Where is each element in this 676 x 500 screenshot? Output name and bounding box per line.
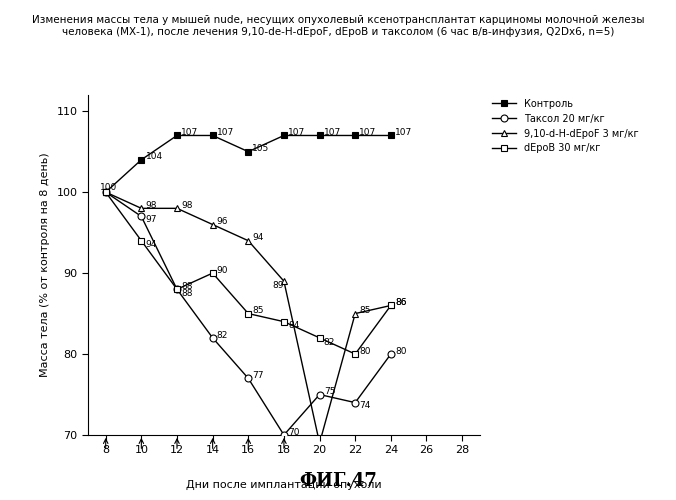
Text: 107: 107 xyxy=(324,128,341,137)
Text: 88: 88 xyxy=(181,282,193,291)
Таксол 20 мг/кг xyxy=(351,400,359,406)
Контроль xyxy=(173,132,181,138)
Text: 90: 90 xyxy=(217,266,228,275)
Text: 70: 70 xyxy=(288,428,299,436)
Text: 98: 98 xyxy=(181,201,193,210)
Таксол 20 мг/кг xyxy=(209,335,217,341)
dEpoB 30 мг/кг xyxy=(137,238,145,244)
Контроль xyxy=(137,157,145,163)
9,10-d-H-dEpoF 3 мг/кг xyxy=(101,189,110,195)
9,10-d-H-dEpoF 3 мг/кг xyxy=(351,310,359,316)
dEpoB 30 мг/кг xyxy=(280,318,288,324)
Line: dEpoB 30 мг/кг: dEpoB 30 мг/кг xyxy=(102,188,394,358)
9,10-d-H-dEpoF 3 мг/кг xyxy=(209,222,217,228)
9,10-d-H-dEpoF 3 мг/кг xyxy=(173,206,181,212)
Контроль xyxy=(209,132,217,138)
Text: 107: 107 xyxy=(288,128,306,137)
Text: 86: 86 xyxy=(395,298,406,307)
Text: 82: 82 xyxy=(217,330,228,340)
Таксол 20 мг/кг xyxy=(101,189,110,195)
dEpoB 30 мг/кг xyxy=(244,310,252,316)
Text: 107: 107 xyxy=(217,128,234,137)
dEpoB 30 мг/кг xyxy=(173,286,181,292)
Text: 80: 80 xyxy=(395,347,406,356)
Таксол 20 мг/кг xyxy=(316,392,324,398)
Таксол 20 мг/кг xyxy=(387,351,395,357)
Text: 85: 85 xyxy=(252,306,264,316)
Line: Таксол 20 мг/кг: Таксол 20 мг/кг xyxy=(102,188,394,438)
Text: 82: 82 xyxy=(324,338,335,346)
Text: ФИГ.47: ФИГ.47 xyxy=(299,472,377,490)
Line: Контроль: Контроль xyxy=(102,132,394,196)
Контроль xyxy=(351,132,359,138)
Text: 100: 100 xyxy=(100,184,118,192)
Text: 94: 94 xyxy=(145,240,157,250)
Legend: Контроль, Таксол 20 мг/кг, 9,10-d-H-dEpoF 3 мг/кг, dEpoB 30 мг/кг: Контроль, Таксол 20 мг/кг, 9,10-d-H-dEpo… xyxy=(488,95,642,158)
Контроль xyxy=(101,189,110,195)
9,10-d-H-dEpoF 3 мг/кг xyxy=(387,302,395,308)
dEpoB 30 мг/кг xyxy=(101,189,110,195)
dEpoB 30 мг/кг xyxy=(209,270,217,276)
Text: 84: 84 xyxy=(288,322,299,330)
Таксол 20 мг/кг xyxy=(280,432,288,438)
Text: 107: 107 xyxy=(395,128,412,137)
Text: 94: 94 xyxy=(252,234,264,242)
Text: 107: 107 xyxy=(181,128,198,137)
Text: 77: 77 xyxy=(252,371,264,380)
Text: 86: 86 xyxy=(395,298,406,307)
Y-axis label: Масса тела (% от контроля на 8 день): Масса тела (% от контроля на 8 день) xyxy=(39,152,49,378)
Line: 9,10-d-H-dEpoF 3 мг/кг: 9,10-d-H-dEpoF 3 мг/кг xyxy=(102,188,394,446)
Text: 75: 75 xyxy=(324,387,335,396)
Text: 69: 69 xyxy=(0,499,1,500)
Таксол 20 мг/кг xyxy=(137,214,145,220)
Таксол 20 мг/кг xyxy=(244,376,252,382)
Text: 105: 105 xyxy=(252,144,270,154)
9,10-d-H-dEpoF 3 мг/кг xyxy=(137,206,145,212)
Таксол 20 мг/кг xyxy=(173,286,181,292)
Контроль xyxy=(316,132,324,138)
dEpoB 30 мг/кг xyxy=(351,351,359,357)
9,10-d-H-dEpoF 3 мг/кг xyxy=(280,278,288,284)
dEpoB 30 мг/кг xyxy=(316,335,324,341)
Text: 80: 80 xyxy=(360,347,371,356)
dEpoB 30 мг/кг xyxy=(387,302,395,308)
Text: 96: 96 xyxy=(217,217,228,226)
Text: 98: 98 xyxy=(145,201,157,210)
X-axis label: Дни после имплантации опухоли: Дни после имплантации опухоли xyxy=(186,480,382,490)
Text: 88: 88 xyxy=(181,289,193,298)
Text: 97: 97 xyxy=(145,214,157,224)
Контроль xyxy=(387,132,395,138)
9,10-d-H-dEpoF 3 мг/кг xyxy=(316,440,324,446)
Text: 104: 104 xyxy=(145,152,163,162)
Text: 107: 107 xyxy=(360,128,377,137)
Контроль xyxy=(244,148,252,154)
Text: 74: 74 xyxy=(360,401,370,410)
Text: 85: 85 xyxy=(360,306,371,316)
Контроль xyxy=(280,132,288,138)
Text: Изменения массы тела у мышей nude, несущих опухолевый ксенотрансплантат карцином: Изменения массы тела у мышей nude, несущ… xyxy=(32,15,644,36)
Text: 89: 89 xyxy=(273,281,285,290)
9,10-d-H-dEpoF 3 мг/кг xyxy=(244,238,252,244)
